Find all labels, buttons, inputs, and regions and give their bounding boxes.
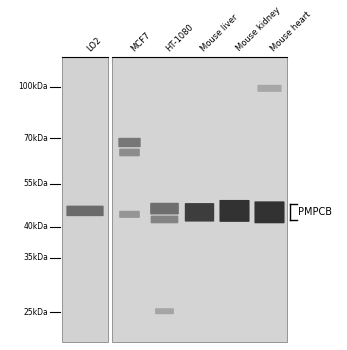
Text: PMPCB: PMPCB bbox=[298, 207, 332, 217]
FancyBboxPatch shape bbox=[119, 149, 140, 156]
Text: HT-1080: HT-1080 bbox=[164, 22, 195, 54]
FancyBboxPatch shape bbox=[219, 200, 249, 222]
Text: Mouse liver: Mouse liver bbox=[200, 13, 240, 54]
Text: LO2: LO2 bbox=[85, 36, 103, 54]
FancyBboxPatch shape bbox=[155, 308, 174, 314]
Text: 25kDa: 25kDa bbox=[23, 308, 48, 316]
Text: 70kDa: 70kDa bbox=[23, 134, 48, 143]
Text: 100kDa: 100kDa bbox=[18, 83, 48, 91]
Text: 35kDa: 35kDa bbox=[23, 253, 48, 262]
FancyBboxPatch shape bbox=[150, 203, 179, 215]
FancyBboxPatch shape bbox=[119, 211, 140, 218]
FancyBboxPatch shape bbox=[257, 85, 281, 92]
FancyBboxPatch shape bbox=[151, 216, 178, 223]
FancyBboxPatch shape bbox=[66, 206, 104, 216]
FancyBboxPatch shape bbox=[118, 138, 141, 147]
Text: 55kDa: 55kDa bbox=[23, 179, 48, 188]
FancyBboxPatch shape bbox=[254, 201, 285, 223]
Bar bbox=[62, 57, 108, 342]
Text: 40kDa: 40kDa bbox=[23, 222, 48, 231]
Bar bbox=[112, 57, 287, 342]
Text: Mouse kidney: Mouse kidney bbox=[235, 6, 282, 54]
FancyBboxPatch shape bbox=[185, 203, 214, 222]
Text: Mouse heart: Mouse heart bbox=[270, 10, 313, 54]
Text: MCF7: MCF7 bbox=[129, 30, 152, 54]
